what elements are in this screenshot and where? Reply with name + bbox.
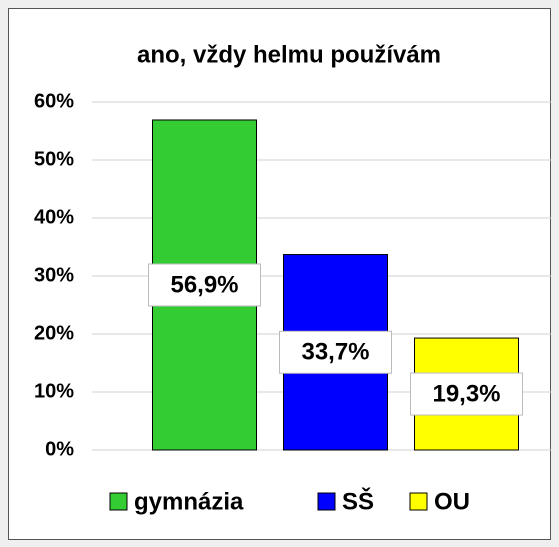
data-label: 19,3% [432,380,500,407]
y-tick-label: 60% [34,90,74,112]
data-label-box [279,330,392,374]
legend-label: SŠ [342,487,374,515]
y-tick-label: 0% [45,438,74,460]
legend-label: OU [434,488,470,515]
chart-frame [8,8,551,540]
data-label-box [148,263,261,307]
data-label-box [410,372,523,416]
y-tick-label: 40% [34,206,74,228]
y-tick-label: 20% [34,322,74,344]
legend-swatch [409,492,428,511]
data-label: 56,9% [170,271,238,298]
y-tick-label: 50% [34,148,74,170]
data-label: 33,7% [301,339,369,366]
y-tick-label: 10% [34,380,74,402]
legend-swatch [317,492,336,511]
y-tick-label: 30% [34,264,74,286]
legend-swatch [109,492,128,511]
chart-title: ano, vždy helmu používám [137,41,441,68]
legend-label: gymnázia [134,488,244,515]
